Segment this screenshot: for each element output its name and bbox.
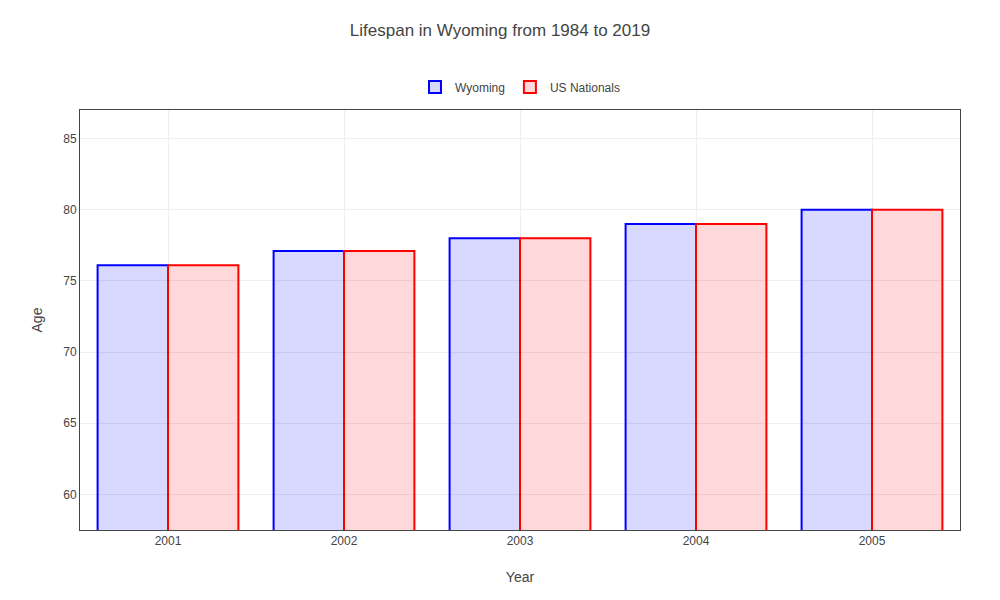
svg-text:80: 80: [63, 203, 77, 217]
svg-text:70: 70: [63, 345, 77, 359]
svg-text:Lifespan in Wyoming from 1984: Lifespan in Wyoming from 1984 to 2019: [350, 21, 650, 40]
svg-text:65: 65: [63, 416, 77, 430]
svg-text:2004: 2004: [683, 534, 710, 548]
svg-text:2003: 2003: [507, 534, 534, 548]
svg-text:60: 60: [63, 488, 77, 502]
svg-text:2002: 2002: [331, 534, 358, 548]
svg-text:Wyoming: Wyoming: [455, 81, 505, 95]
svg-text:85: 85: [63, 132, 77, 146]
svg-text:2001: 2001: [155, 534, 182, 548]
svg-text:US Nationals: US Nationals: [550, 81, 620, 95]
svg-text:75: 75: [63, 274, 77, 288]
svg-text:Year: Year: [506, 569, 535, 585]
svg-text:2005: 2005: [859, 534, 886, 548]
svg-text:Age: Age: [29, 307, 45, 332]
